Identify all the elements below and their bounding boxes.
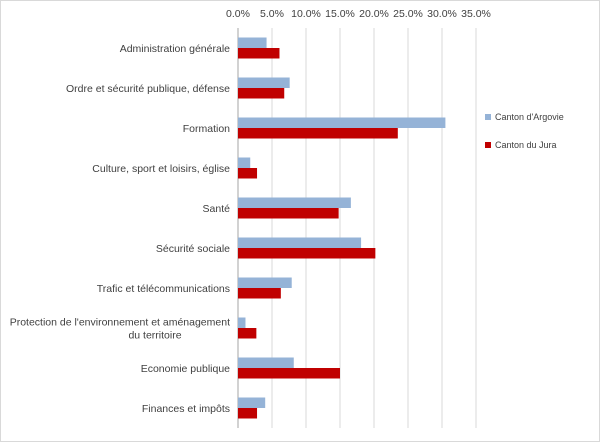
legend-swatch bbox=[485, 114, 491, 120]
bar-argovie bbox=[238, 37, 267, 48]
legend: Canton d'Argovie Canton du Jura bbox=[485, 112, 564, 150]
bar-jura bbox=[238, 208, 339, 219]
legend-label: Canton d'Argovie bbox=[495, 112, 564, 122]
category-label: Finances et impôts bbox=[142, 403, 230, 415]
x-tick-label: 5.0% bbox=[260, 8, 284, 20]
bar-jura bbox=[238, 128, 398, 139]
bar-argovie bbox=[238, 397, 266, 408]
bar-jura bbox=[238, 168, 258, 179]
x-tick-label: 15.0% bbox=[325, 8, 355, 20]
bar-jura bbox=[238, 88, 285, 99]
x-tick-label: 35.0% bbox=[461, 8, 491, 20]
category-label: Culture, sport et loisirs, église bbox=[92, 163, 230, 175]
bars bbox=[238, 37, 446, 419]
category-label: Administration générale bbox=[120, 43, 230, 55]
bar-argovie bbox=[238, 157, 251, 168]
x-axis-tick-labels: 0.0% 5.0% 10.0% 15.0% 20.0% 25.0% 30.0% 35.0% bbox=[226, 8, 491, 20]
bar-jura bbox=[238, 288, 281, 299]
bar-jura bbox=[238, 408, 258, 419]
category-label: Santé bbox=[203, 203, 231, 215]
bar-jura bbox=[238, 248, 376, 259]
x-tick-label: 20.0% bbox=[359, 8, 389, 20]
x-tick-label: 10.0% bbox=[291, 8, 321, 20]
bar-jura bbox=[238, 48, 280, 59]
category-label: du territoire bbox=[128, 330, 181, 342]
legend-label: Canton du Jura bbox=[495, 140, 557, 150]
x-tick-label: 0.0% bbox=[226, 8, 250, 20]
category-label: Protection de l'environnement et aménage… bbox=[10, 317, 230, 329]
bar-argovie bbox=[238, 117, 446, 128]
category-label: Sécurité sociale bbox=[156, 243, 230, 255]
bar-argovie bbox=[238, 277, 292, 288]
bar-jura bbox=[238, 328, 257, 339]
category-label: Economie publique bbox=[141, 363, 230, 375]
bar-argovie bbox=[238, 357, 294, 368]
category-label: Trafic et télécommunications bbox=[97, 283, 230, 295]
x-tick-label: 25.0% bbox=[393, 8, 423, 20]
bar-jura bbox=[238, 368, 340, 379]
category-label: Formation bbox=[183, 123, 230, 135]
bar-argovie bbox=[238, 197, 351, 208]
bar-argovie bbox=[238, 77, 290, 88]
bar-argovie bbox=[238, 237, 362, 248]
category-labels: Administration générale Ordre et sécurité… bbox=[10, 43, 230, 415]
category-label: Ordre et sécurité publique, défense bbox=[66, 83, 230, 95]
bar-argovie bbox=[238, 317, 246, 328]
x-tick-label: 30.0% bbox=[427, 8, 457, 20]
legend-swatch bbox=[485, 142, 491, 148]
